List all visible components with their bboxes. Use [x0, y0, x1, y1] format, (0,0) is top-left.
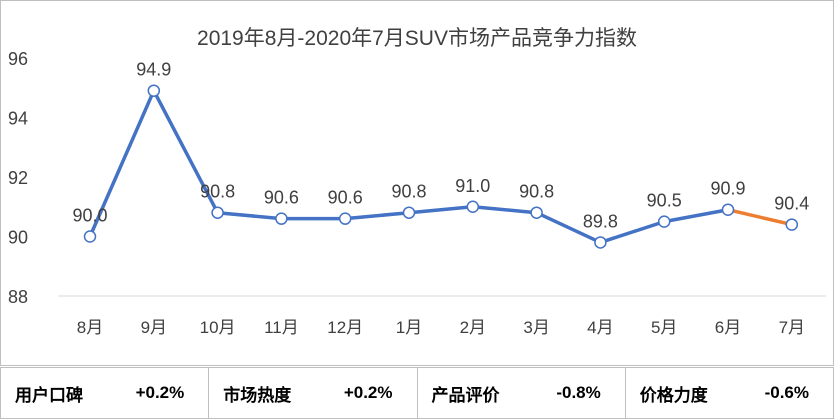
chart-frame	[0, 0, 834, 366]
data-point	[530, 206, 543, 219]
summary-label: 产品评价	[431, 385, 500, 405]
data-point	[466, 200, 480, 213]
summary-label: 用户口碑	[15, 385, 83, 405]
x-tick-label: 7月	[779, 318, 805, 337]
x-tick-label: 5月	[651, 318, 677, 337]
x-tick-label: 2月	[460, 318, 486, 337]
data-point	[594, 236, 607, 249]
data-label: 90.8	[391, 182, 426, 202]
x-tick-label: 10月	[200, 318, 236, 337]
summary-value: +0.2%	[135, 383, 185, 402]
data-label: 90.8	[200, 182, 235, 202]
summary-value: -0.8%	[556, 383, 601, 402]
data-label: 90.4	[774, 194, 809, 214]
summary-label: 市场热度	[223, 385, 292, 405]
data-label: 90.0	[72, 206, 107, 226]
data-point	[211, 206, 224, 219]
x-tick-label: 8月	[77, 318, 103, 337]
y-tick-label: 88	[8, 287, 28, 307]
data-point	[785, 218, 799, 231]
data-label: 90.5	[647, 191, 682, 211]
data-label: 90.8	[519, 182, 554, 202]
series-line-last-segment	[726, 207, 794, 227]
summary-value: +0.2%	[343, 383, 393, 402]
x-tick-label: 9月	[141, 318, 167, 337]
x-tick-label: 12月	[327, 318, 363, 337]
summary-item-user-reputation: 用户口碑 +0.2%	[1, 368, 210, 418]
y-tick-label: 92	[8, 168, 28, 188]
data-label: 89.8	[583, 211, 618, 231]
y-tick-label: 96	[8, 49, 28, 69]
data-point	[721, 203, 735, 216]
data-point	[83, 230, 97, 243]
summary-bar: 用户口碑 +0.2% 市场热度 +0.2% 产品评价 -0.8% 价格力度 -0…	[0, 367, 834, 419]
summary-item-price-strength: 价格力度 -0.6%	[626, 368, 833, 418]
data-point	[657, 215, 671, 228]
data-label: 90.9	[710, 179, 745, 199]
x-tick-label: 3月	[523, 318, 549, 337]
chart-title: 2019年8月-2020年7月SUV市场产品竞争力指数	[197, 27, 637, 50]
x-tick-label: 1月	[396, 318, 422, 337]
data-label: 90.6	[264, 188, 299, 208]
line-chart: 88 90 92 94 96 90.0 94.9 90.8 90.6 90.6 90.8 91.0 90…	[8, 49, 826, 337]
summary-item-product-rating: 产品评价 -0.8%	[418, 368, 626, 418]
data-point	[147, 84, 161, 97]
data-point	[402, 206, 416, 219]
y-tick-label: 94	[8, 109, 28, 129]
data-point	[338, 212, 352, 225]
data-label: 91.0	[455, 176, 490, 196]
y-tick-label: 90	[8, 228, 28, 248]
x-tick-label: 11月	[264, 318, 299, 337]
data-point	[275, 212, 288, 225]
summary-item-market-heat: 市场热度 +0.2%	[209, 368, 418, 418]
x-tick-label: 4月	[587, 318, 613, 337]
data-label: 90.6	[328, 188, 363, 208]
summary-label: 价格力度	[639, 385, 708, 405]
x-tick-label: 6月	[715, 318, 741, 337]
summary-value: -0.6%	[764, 383, 809, 402]
data-label: 94.9	[136, 60, 171, 80]
